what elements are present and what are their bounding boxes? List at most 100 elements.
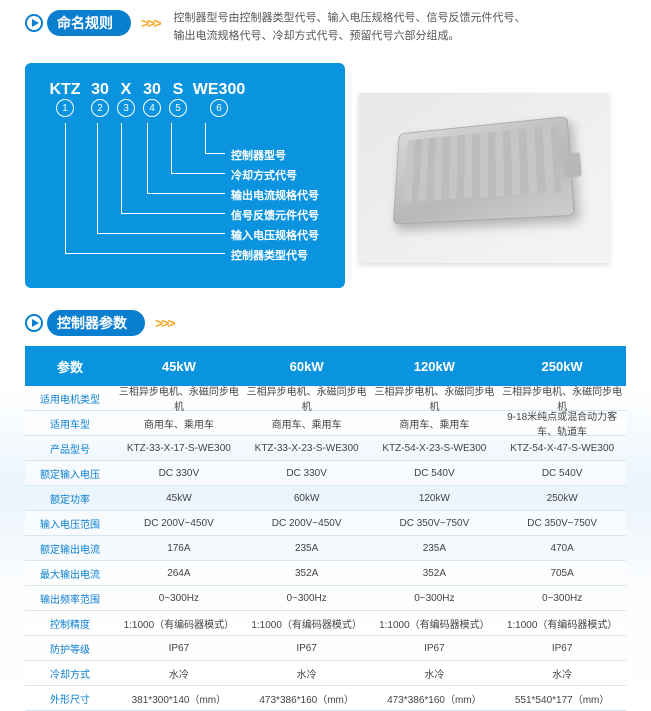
cell: KTZ-33-X-17-S-WE300 xyxy=(115,443,243,454)
code-num-1: 1 xyxy=(56,99,74,117)
row-label: 适用电机类型 xyxy=(25,391,115,406)
cell: 三相异步电机、永磁同步电机 xyxy=(243,383,371,413)
row-label: 额定输入电压 xyxy=(25,466,115,481)
table-row: 防护等级IP67IP67IP67IP67 xyxy=(25,636,626,661)
cell: IP67 xyxy=(498,643,626,654)
cell: 水冷 xyxy=(115,666,243,681)
code-part-2: 30 xyxy=(91,81,109,99)
cell: 235A xyxy=(243,543,371,554)
cell: 551*540*177（mm） xyxy=(498,691,626,706)
cell: 250kW xyxy=(498,493,626,504)
table-row: 额定输入电压DC 330VDC 330VDC 540VDC 540V xyxy=(25,461,626,486)
cell: 三相异步电机、永磁同步电机 xyxy=(371,383,499,413)
cell: DC 540V xyxy=(498,468,626,479)
code-num-6: 6 xyxy=(210,99,228,117)
header-col-2: 60kW xyxy=(243,359,371,374)
cell: 1:1000（有编码器模式） xyxy=(498,616,626,631)
cell: 三相异步电机、永磁同步电机 xyxy=(115,383,243,413)
cell: 0~300Hz xyxy=(115,593,243,604)
code-columns: KTZ 1 30 2 X 3 30 4 S 5 WE300 6 xyxy=(47,81,327,117)
cell: 1:1000（有编码器模式） xyxy=(371,616,499,631)
row-label: 适用车型 xyxy=(25,416,115,431)
table-row: 输出频率范围0~300Hz0~300Hz0~300Hz0~300Hz xyxy=(25,586,626,611)
cell: 352A xyxy=(371,568,499,579)
naming-card: KTZ 1 30 2 X 3 30 4 S 5 WE300 6 xyxy=(25,63,345,288)
chevron-icon: >>> xyxy=(141,15,160,31)
desc-line-1: 控制器型号由控制器类型代号、输入电压规格代号、信号反馈元件代号、 xyxy=(174,10,626,28)
code-part-5: S xyxy=(173,81,184,99)
row-label: 输入电压范围 xyxy=(25,516,115,531)
code-col-1: KTZ 1 xyxy=(47,81,83,117)
table-row: 输入电压范围DC 200V~450VDC 200V~450VDC 350V~75… xyxy=(25,511,626,536)
table-body: 适用电机类型三相异步电机、永磁同步电机三相异步电机、永磁同步电机三相异步电机、永… xyxy=(25,386,626,711)
row-label: 控制精度 xyxy=(25,616,115,631)
cell: 352A xyxy=(243,568,371,579)
table-row: 冷却方式水冷水冷水冷水冷 xyxy=(25,661,626,686)
code-part-6: WE300 xyxy=(193,81,245,99)
params-header: 控制器参数 >>> xyxy=(25,310,626,336)
device-render xyxy=(393,116,575,225)
code-num-4: 4 xyxy=(143,99,161,117)
cell: 470A xyxy=(498,543,626,554)
code-part-4: 30 xyxy=(143,81,161,99)
play-icon xyxy=(25,314,43,332)
cell: 264A xyxy=(115,568,243,579)
play-icon xyxy=(25,14,43,32)
naming-body: KTZ 1 30 2 X 3 30 4 S 5 WE300 6 xyxy=(25,63,626,288)
cell: 1:1000（有编码器模式） xyxy=(243,616,371,631)
diagram-label-4: 输出电流规格代号 xyxy=(231,187,319,203)
code-col-2: 30 2 xyxy=(89,81,111,117)
cell: 商用车、乘用车 xyxy=(115,416,243,431)
table-row: 额定输出电流176A235A235A470A xyxy=(25,536,626,561)
code-col-5: S 5 xyxy=(169,81,187,117)
cell: 水冷 xyxy=(371,666,499,681)
cell: 120kW xyxy=(371,493,499,504)
product-photo xyxy=(359,93,609,263)
cell: 0~300Hz xyxy=(498,593,626,604)
cell: 0~300Hz xyxy=(243,593,371,604)
cell: 商用车、乘用车 xyxy=(243,416,371,431)
naming-title: 命名规则 xyxy=(47,10,131,36)
header-col-3: 120kW xyxy=(371,359,499,374)
row-label: 额定输出电流 xyxy=(25,541,115,556)
cell: 176A xyxy=(115,543,243,554)
cell: 60kW xyxy=(243,493,371,504)
cell: 45kW xyxy=(115,493,243,504)
cell: 381*300*140（mm） xyxy=(115,691,243,706)
table-row: 控制精度1:1000（有编码器模式）1:1000（有编码器模式）1:1000（有… xyxy=(25,611,626,636)
cell: 0~300Hz xyxy=(371,593,499,604)
table-row: 产品型号KTZ-33-X-17-S-WE300KTZ-33-X-23-S-WE3… xyxy=(25,436,626,461)
chevron-icon: >>> xyxy=(155,315,174,331)
table-row: 最大输出电流264A352A352A705A xyxy=(25,561,626,586)
code-col-3: X 3 xyxy=(117,81,135,117)
row-label: 产品型号 xyxy=(25,441,115,456)
desc-line-2: 输出电流规格代号、冷却方式代号、预留代号六部分组成。 xyxy=(174,28,626,46)
code-part-1: KTZ xyxy=(49,81,80,99)
table-header-row: 参数 45kW 60kW 120kW 250kW xyxy=(25,346,626,386)
cell: DC 200V~450V xyxy=(243,518,371,529)
naming-description: 控制器型号由控制器类型代号、输入电压规格代号、信号反馈元件代号、 输出电流规格代… xyxy=(174,10,626,45)
cell: 商用车、乘用车 xyxy=(371,416,499,431)
naming-diagram: 控制器型号 冷却方式代号 输出电流规格代号 信号反馈元件代号 输入电压规格代号 … xyxy=(47,123,327,263)
cell: DC 350V~750V xyxy=(498,518,626,529)
cell: KTZ-33-X-23-S-WE300 xyxy=(243,443,371,454)
diagram-label-1: 控制器类型代号 xyxy=(231,247,308,263)
cell: DC 330V xyxy=(115,468,243,479)
table-row: 额定功率45kW60kW120kW250kW xyxy=(25,486,626,511)
cell: DC 330V xyxy=(243,468,371,479)
cell: IP67 xyxy=(243,643,371,654)
row-label: 额定功率 xyxy=(25,491,115,506)
row-label: 防护等级 xyxy=(25,641,115,656)
cell: 235A xyxy=(371,543,499,554)
cell: DC 200V~450V xyxy=(115,518,243,529)
cell: 1:1000（有编码器模式） xyxy=(115,616,243,631)
diagram-label-2: 输入电压规格代号 xyxy=(231,227,319,243)
params-title: 控制器参数 xyxy=(47,310,145,336)
code-col-4: 30 4 xyxy=(141,81,163,117)
naming-header-row: 命名规则 >>> 控制器型号由控制器类型代号、输入电压规格代号、信号反馈元件代号… xyxy=(25,10,626,45)
cell: KTZ-54-X-47-S-WE300 xyxy=(498,443,626,454)
code-num-3: 3 xyxy=(117,99,135,117)
code-num-2: 2 xyxy=(91,99,109,117)
cell: 水冷 xyxy=(498,666,626,681)
cell: 水冷 xyxy=(243,666,371,681)
